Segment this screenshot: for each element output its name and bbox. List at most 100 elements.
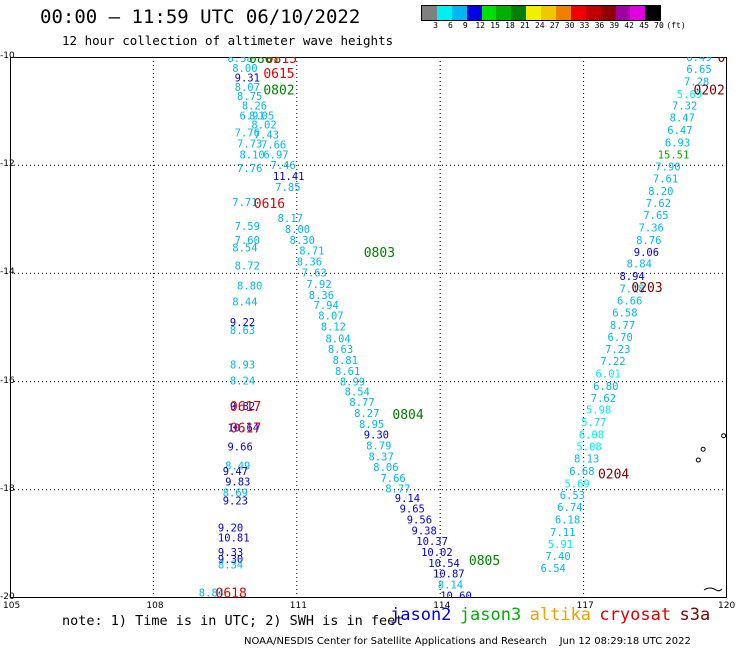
wave-height-value: 7.18 — [619, 284, 644, 296]
wave-height-value: 8.17 — [278, 213, 303, 225]
wave-height-value: 9.47 — [223, 466, 248, 478]
wave-height-value: 8.06 — [373, 462, 398, 474]
wave-height-value: 8.04 — [325, 333, 350, 345]
wave-height-value: 9.65 — [400, 504, 425, 516]
wave-height-value: 8.37 — [369, 451, 394, 463]
color-scale-tick: 70 — [654, 21, 664, 30]
wave-height-value: 10.64 — [227, 423, 259, 435]
wave-height-value: 9.30 — [364, 430, 389, 442]
footer-note: note: 1) Time is in UTC; 2) SWH is in fe… — [62, 613, 404, 629]
track-label: 0803 — [364, 246, 395, 261]
wave-height-value: 8.93 — [230, 359, 255, 371]
wave-height-value: 8.77 — [610, 320, 635, 332]
wave-height-value: 7.90 — [655, 161, 680, 173]
wave-height-value: 8.58 — [227, 57, 252, 65]
wave-height-value: 10.87 — [433, 569, 465, 581]
wave-height-value: 8.05 — [249, 110, 274, 122]
wave-height-value: 8.00 — [232, 63, 257, 75]
wave-height-value: 6.70 — [608, 332, 633, 344]
wave-height-value: 8.34 — [218, 559, 243, 571]
wave-height-value: 6.66 — [617, 295, 642, 307]
wave-height-value: 8.63 — [328, 344, 353, 356]
color-swatch — [630, 6, 646, 20]
wave-height-value: 7.28 — [684, 76, 709, 88]
color-scale-tick: 27 — [549, 21, 560, 30]
wave-height-value: 6.97 — [263, 149, 288, 161]
lon-tick-label: 111 — [289, 601, 307, 611]
wave-height-value: 8.54 — [345, 386, 370, 398]
island-mark — [721, 433, 727, 439]
wave-height-value: 8.36 — [309, 290, 334, 302]
color-swatch — [466, 6, 482, 20]
wave-height-value: 8.63 — [230, 325, 255, 337]
wave-height-value: 8.00 — [285, 224, 310, 236]
track-label: 0804 — [392, 408, 423, 423]
wave-height-value: 8.99 — [340, 377, 365, 389]
wave-height-value: 8.94 — [619, 271, 644, 283]
wave-height-value: 10.54 — [428, 558, 460, 570]
color-swatch — [481, 6, 497, 20]
wave-height-value: 7.43 — [254, 129, 279, 141]
wave-height-value: 8.12 — [321, 321, 346, 333]
color-swatch — [570, 6, 586, 20]
wave-height-value: 8.95 — [359, 419, 384, 431]
wave-height-value: 9.23 — [223, 496, 248, 508]
color-scale-tick: 6 — [447, 21, 453, 30]
wave-height-value: 7.40 — [545, 551, 570, 563]
wave-height-value: 9.06 — [634, 247, 659, 259]
color-swatch — [526, 6, 542, 20]
legend-item-cryosat: cryosat — [599, 605, 672, 625]
plot-frame — [10, 57, 727, 598]
wave-height-value: 6.54 — [541, 563, 566, 575]
color-scale-tick: 9 — [462, 21, 468, 30]
wave-height-value: 10.02 — [421, 547, 453, 559]
wave-height-value: 8.49 — [225, 460, 250, 472]
color-swatch — [451, 6, 467, 20]
lon-tick-label: 117 — [576, 601, 594, 611]
track-label: 0615 — [263, 67, 294, 82]
wave-height-value: 7.66 — [261, 140, 286, 152]
wave-height-value: 7.46 — [271, 160, 296, 172]
track-label: 0204 — [598, 468, 629, 483]
wave-height-value: 7.22 — [600, 356, 625, 368]
wave-height-value: 7.65 — [643, 210, 668, 222]
color-scale-labels: 3 6 9 12 15 18 21 24 27 30 33 36 39 42 45 70 (ft) — [421, 21, 721, 33]
color-scale-tick: 33 — [579, 21, 590, 30]
footer-credit: NOAA/NESDIS Center for Satellite Applica… — [244, 636, 691, 647]
wave-height-value: 5.98 — [586, 405, 611, 417]
wave-height-value: 8.84 — [627, 259, 652, 271]
wave-height-value: 8.54 — [232, 242, 257, 254]
track-label: 0815 — [266, 57, 297, 67]
wave-height-value: 7.71 — [232, 197, 257, 209]
track-label: 0617 — [230, 400, 261, 415]
color-scale-bar — [421, 5, 662, 21]
wave-height-value: 8.13 — [574, 453, 599, 465]
track-label: 0201 — [717, 57, 727, 66]
wave-height-value: 6.47 — [667, 125, 692, 137]
wave-height-value: 8.10 — [239, 149, 264, 161]
wave-height-value: 9.22 — [230, 317, 255, 329]
wave-height-value: 6.08 — [579, 430, 604, 442]
track-label: 0202 — [694, 83, 725, 98]
wave-height-value: 8.80 — [237, 280, 262, 292]
wave-height-value: 7.61 — [653, 174, 678, 186]
wave-height-value: 6.91 — [239, 110, 264, 122]
map-subtitle: 12 hour collection of altimeter wave hei… — [62, 33, 394, 48]
lat-tick-label: -12 — [0, 159, 15, 170]
color-swatch — [511, 6, 527, 20]
color-scale-tick: 15 — [490, 21, 500, 30]
color-scale-tick: 42 — [624, 21, 634, 30]
wave-height-value: 6.93 — [665, 137, 690, 149]
wave-height-value: 7.32 — [672, 101, 697, 113]
lon-tick-label: 120 — [718, 601, 736, 611]
wave-height-value: 8.81 — [333, 355, 358, 367]
wave-height-value: 7.11 — [550, 527, 575, 539]
wave-height-value: 5.69 — [564, 478, 589, 490]
color-scale-tick: 36 — [594, 21, 605, 30]
color-swatch — [436, 6, 452, 20]
track-label: 0801 — [249, 57, 280, 67]
wave-height-value: 5.77 — [581, 417, 606, 429]
wave-height-value: 8.75 — [237, 91, 262, 103]
wave-height-value: 8.26 — [242, 101, 267, 113]
wave-height-value: 8.30 — [290, 235, 315, 247]
